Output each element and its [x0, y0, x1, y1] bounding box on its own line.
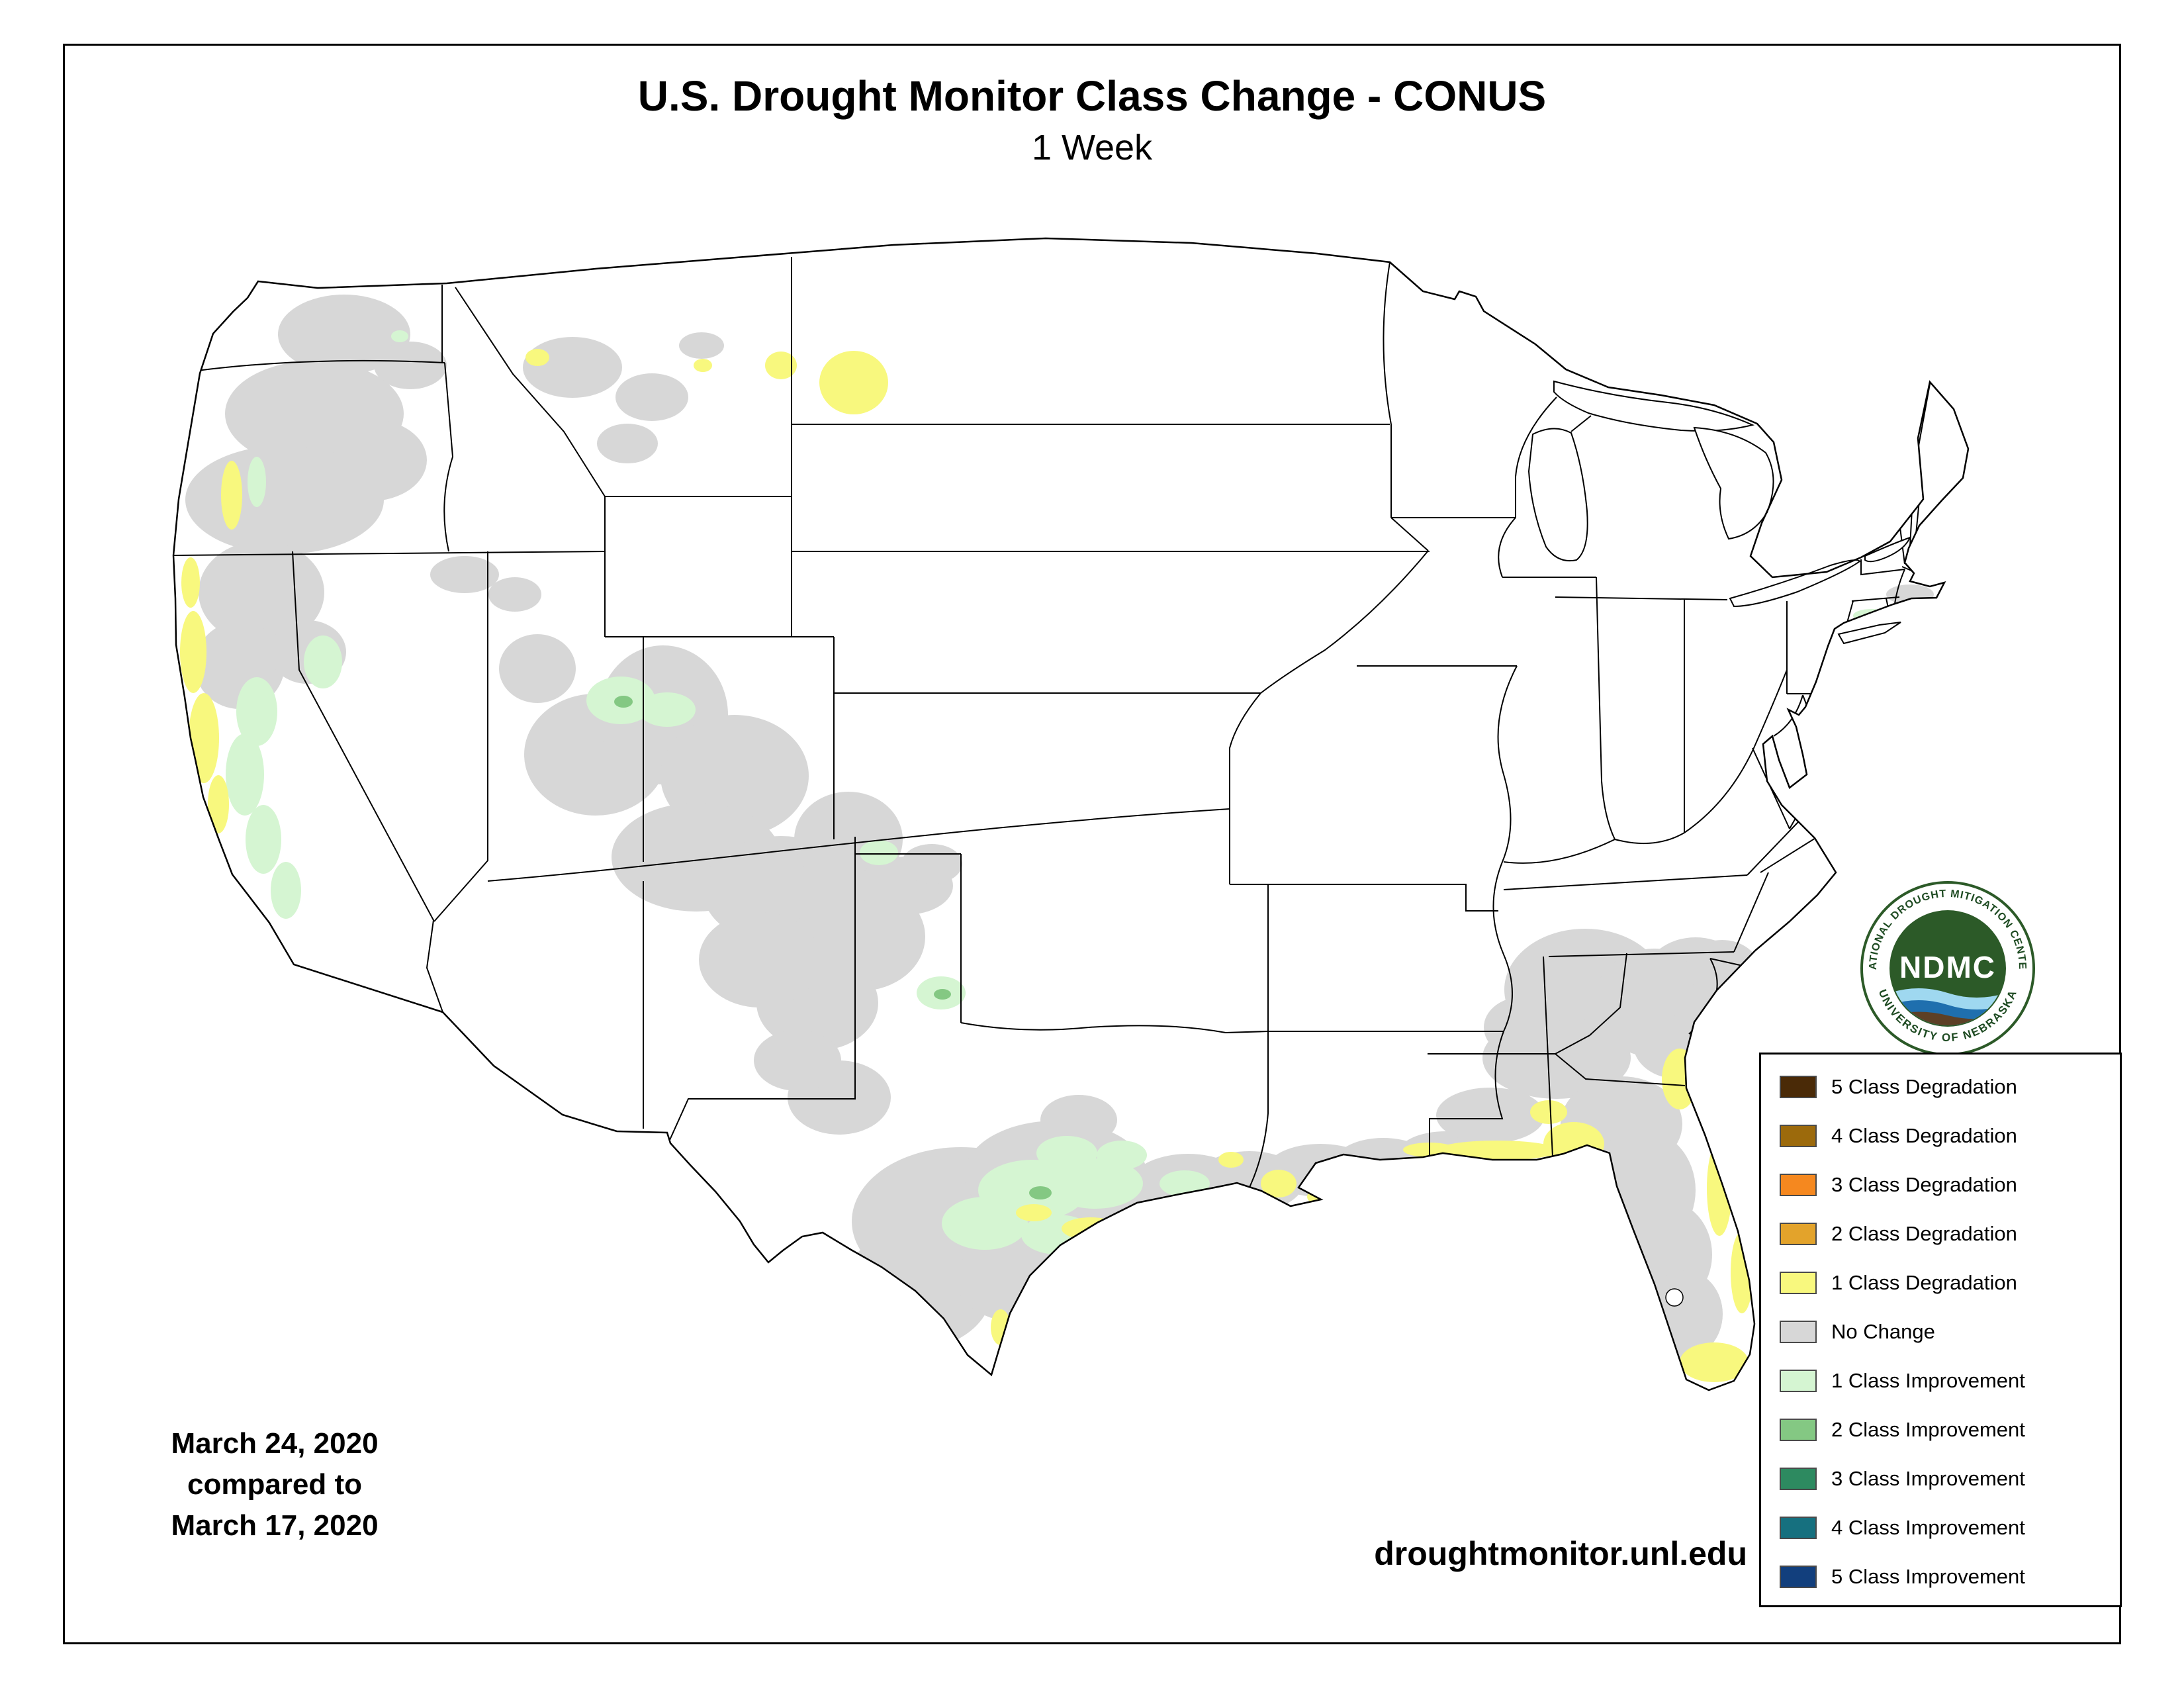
legend-color-swatch — [1780, 1272, 1817, 1294]
legend-color-swatch — [1780, 1223, 1817, 1245]
legend-color-swatch — [1780, 1419, 1817, 1441]
improvement-1-regions — [226, 330, 1890, 1254]
legend-item-label: 3 Class Degradation — [1831, 1173, 2017, 1196]
figure-border — [63, 44, 2121, 1644]
legend-item-label: 5 Class Improvement — [1831, 1565, 2025, 1588]
legend-color-swatch — [1780, 1174, 1817, 1196]
comparison-dates: March 24, 2020 compared to March 17, 202… — [136, 1423, 414, 1546]
map-legend: 5 Class Degradation 4 Class Degradation … — [1759, 1053, 2122, 1607]
legend-item: 2 Class Improvement — [1761, 1405, 2120, 1454]
legend-item: 4 Class Improvement — [1761, 1503, 2120, 1552]
legend-item: 1 Class Improvement — [1761, 1356, 2120, 1405]
legend-item-label: No Change — [1831, 1320, 1935, 1343]
legend-color-swatch — [1780, 1517, 1817, 1539]
date-compared-label: compared to — [187, 1468, 363, 1501]
legend-item: 3 Class Improvement — [1761, 1454, 2120, 1503]
legend-item: 5 Class Improvement — [1761, 1552, 2120, 1601]
lake-superior — [1553, 380, 1755, 432]
date-previous: March 17, 2020 — [171, 1509, 379, 1542]
legend-color-swatch — [1780, 1370, 1817, 1392]
legend-item: No Change — [1761, 1307, 2120, 1356]
legend-item: 3 Class Degradation — [1761, 1160, 2120, 1209]
legend-color-swatch — [1780, 1321, 1817, 1343]
legend-item-label: 5 Class Degradation — [1831, 1075, 2017, 1098]
long-island — [1837, 622, 1901, 645]
legend-item-label: 3 Class Improvement — [1831, 1467, 2025, 1490]
lake-okeechobee — [1665, 1288, 1684, 1307]
ndmc-acronym: NDMC — [1899, 950, 1996, 984]
legend-item-label: 4 Class Degradation — [1831, 1124, 2017, 1147]
legend-color-swatch — [1780, 1468, 1817, 1490]
legend-item-label: 2 Class Degradation — [1831, 1222, 2017, 1245]
legend-item-label: 2 Class Improvement — [1831, 1418, 2025, 1441]
lake-michigan — [1527, 428, 1588, 561]
figure-subtitle: 1 Week — [1031, 128, 1153, 167]
legend-item: 4 Class Degradation — [1761, 1111, 2120, 1160]
lake-huron — [1693, 426, 1774, 540]
legend-item: 5 Class Degradation — [1761, 1062, 2120, 1111]
degradation-1-regions — [180, 349, 1753, 1382]
date-current: March 24, 2020 — [171, 1427, 379, 1460]
figure-title: U.S. Drought Monitor Class Change - CONU… — [637, 72, 1547, 120]
legend-item-label: 1 Class Degradation — [1831, 1271, 2017, 1294]
legend-color-swatch — [1780, 1076, 1817, 1098]
legend-color-swatch — [1780, 1125, 1817, 1147]
legend-item: 2 Class Degradation — [1761, 1209, 2120, 1258]
website-url: droughtmonitor.unl.edu — [1374, 1535, 1747, 1572]
legend-color-swatch — [1780, 1566, 1817, 1588]
legend-item: 1 Class Degradation — [1761, 1258, 2120, 1307]
lake-ontario — [1864, 536, 1911, 563]
legend-item-label: 4 Class Improvement — [1831, 1516, 2025, 1539]
improvement-2-regions — [614, 696, 1052, 1199]
legend-item-label: 1 Class Improvement — [1831, 1369, 2025, 1392]
